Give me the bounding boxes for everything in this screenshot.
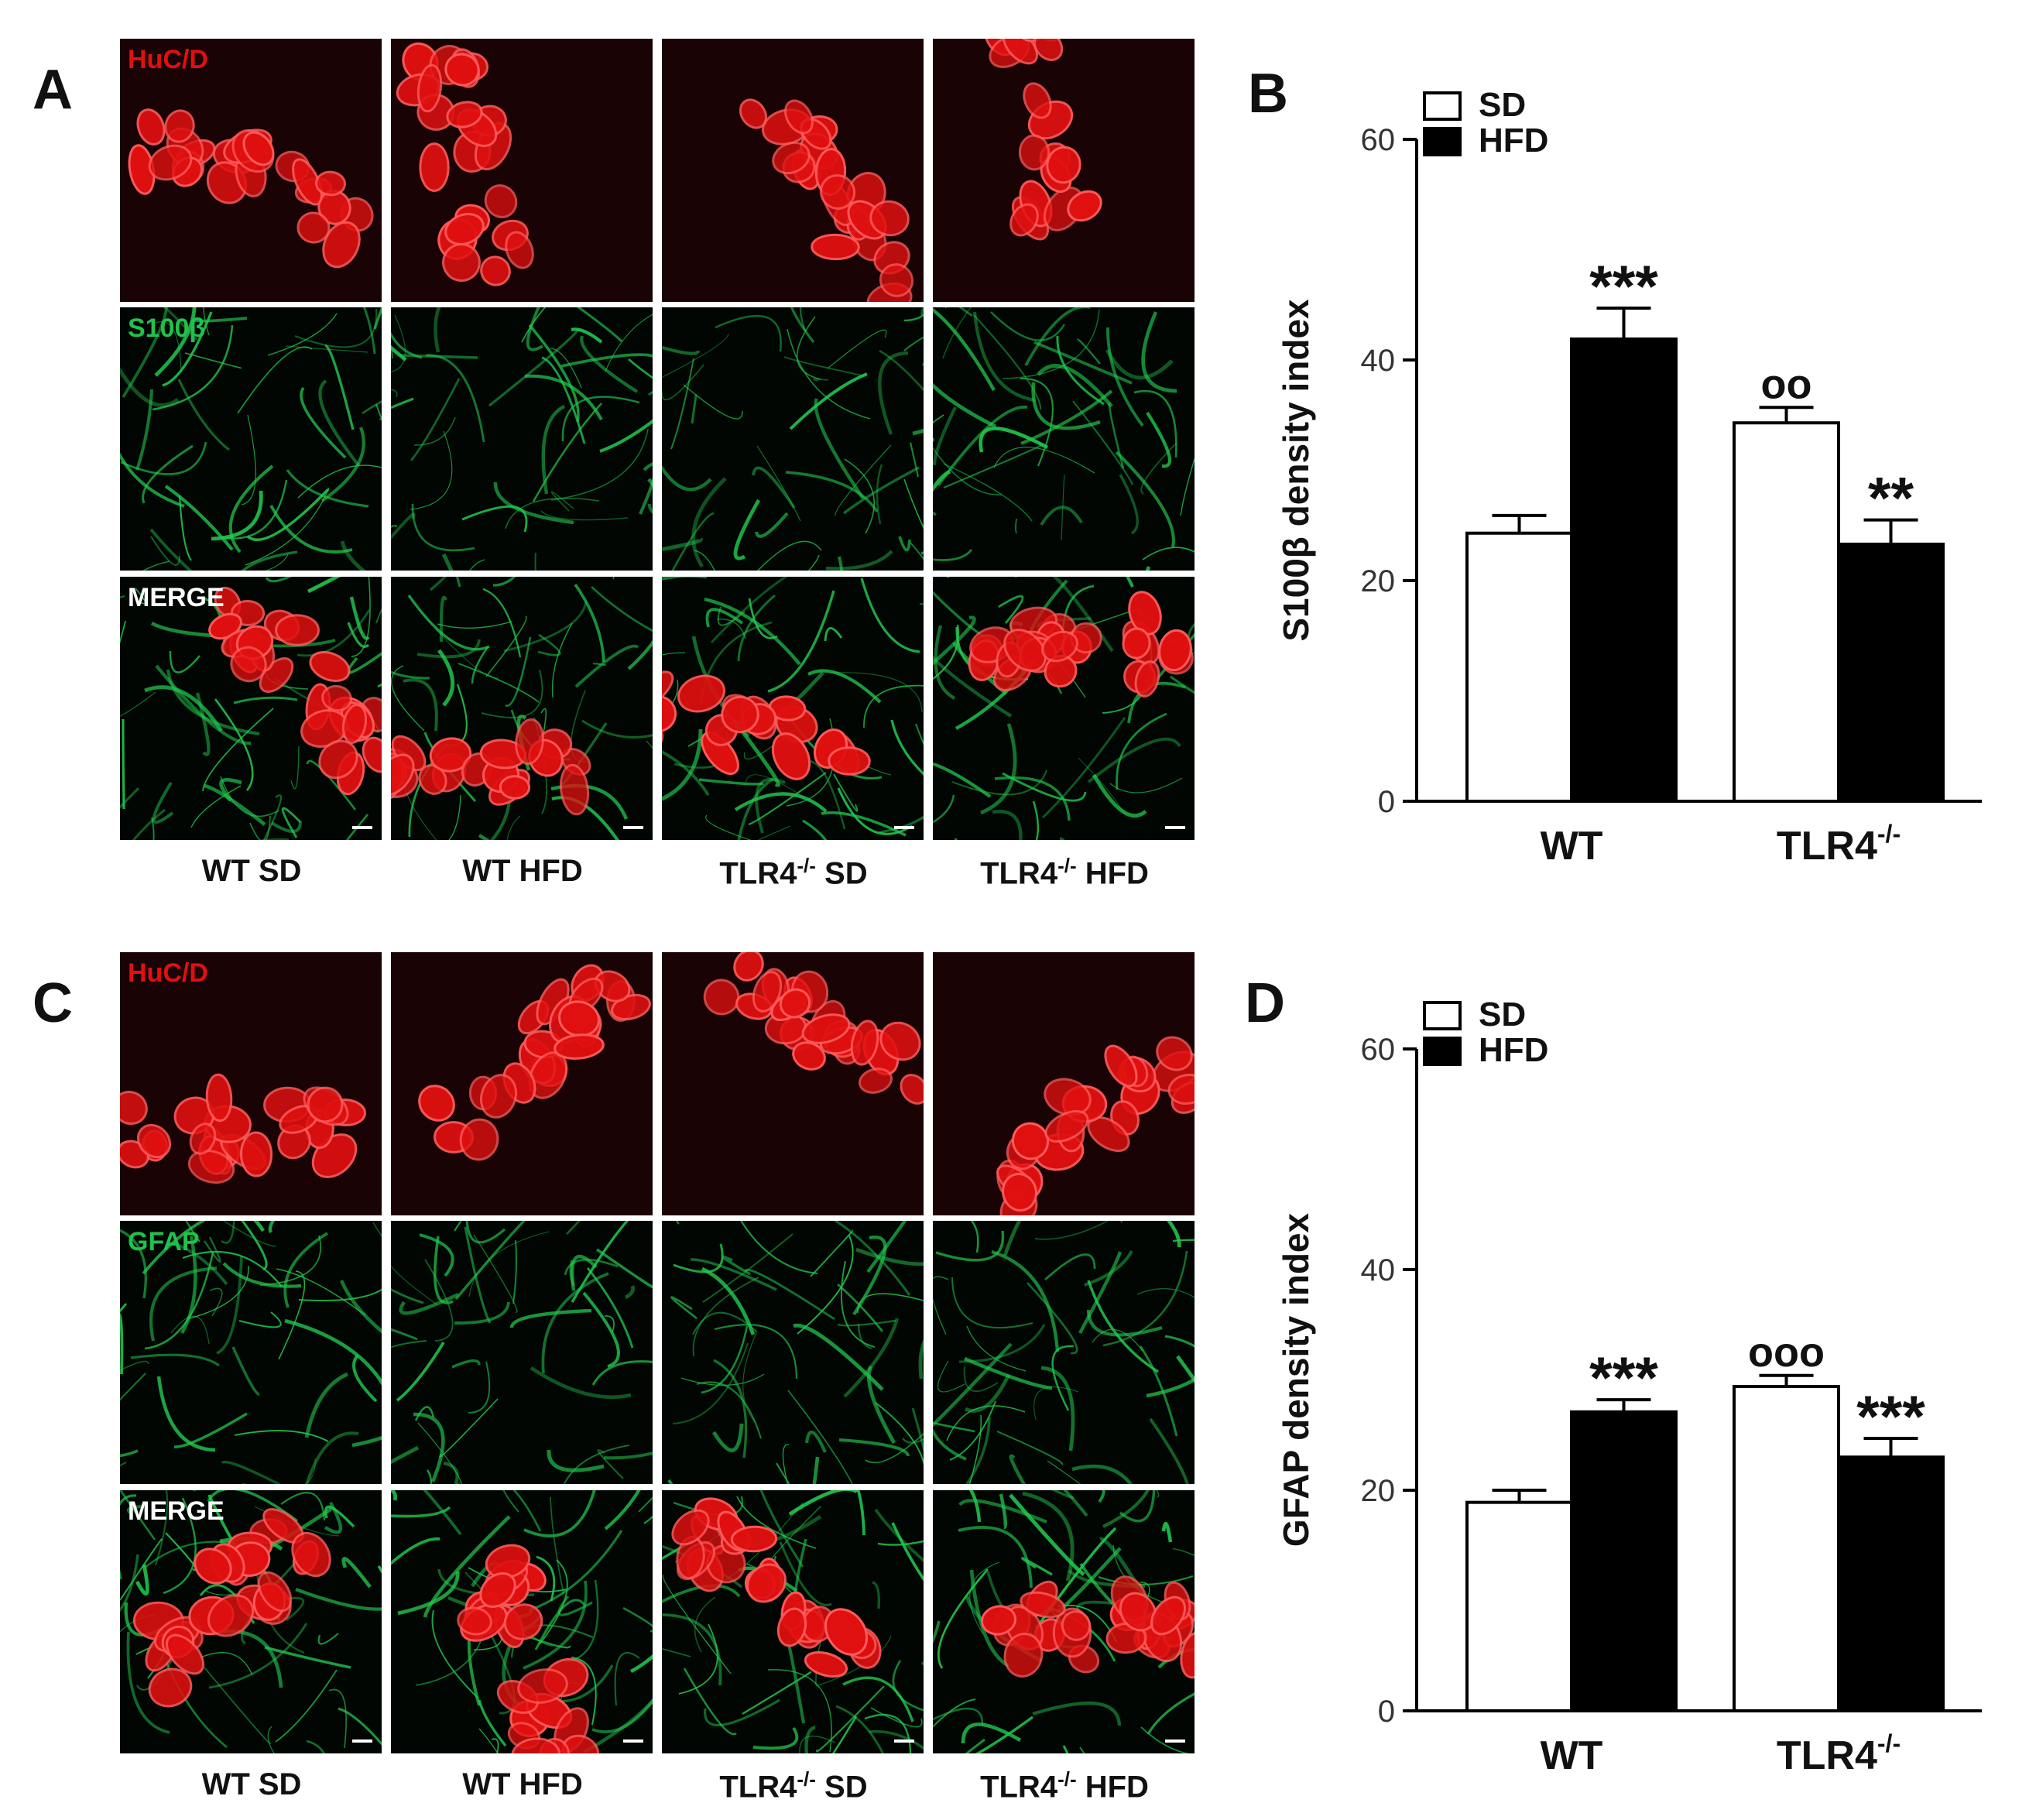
y-tick-label: 40: [1361, 1253, 1396, 1287]
scale-bar: [894, 1739, 914, 1743]
micrograph-green-2: [662, 307, 924, 571]
x-tick-label: TLR4-/-: [1777, 1729, 1901, 1778]
column-label-tlr4-hfd-c: TLR4-/- HFD: [980, 1767, 1149, 1805]
panel-letter-c: C: [33, 972, 73, 1034]
micrograph-green-0: S100β: [120, 307, 382, 571]
channel-label: HuC/D: [128, 45, 208, 74]
x-tick-label: WT: [1541, 824, 1603, 869]
column-label-wt-hfd-c: WT HFD: [462, 1767, 583, 1801]
scale-bar: [1165, 1739, 1185, 1743]
significance-annotation: **: [1868, 466, 1914, 532]
legend-label-SD: SD: [1479, 996, 1526, 1033]
channel-label: S100β: [128, 314, 206, 343]
column-label-wt-hfd: WT HFD: [462, 854, 583, 888]
legend-swatch-HFD: [1423, 127, 1462, 156]
y-tick-label: 0: [1378, 1695, 1395, 1729]
bar-chart-b: 0 20 40 60 S100β density index WT TLR4-/- *** oo…: [1276, 86, 1982, 869]
significance-annotation: ***: [1856, 1384, 1925, 1450]
legend-label-HFD: HFD: [1479, 122, 1548, 159]
legend-label-HFD: HFD: [1479, 1031, 1548, 1069]
bar-SD-1: [1733, 1385, 1840, 1712]
bar-SD-0: [1465, 531, 1573, 803]
micrograph-merge-1: [391, 577, 653, 840]
significance-annotation: ooo: [1748, 1329, 1825, 1376]
micrograph-merge-0: MERGE: [120, 577, 382, 840]
scale-bar: [352, 826, 372, 829]
column-label-tlr4-hfd: TLR4-/- HFD: [980, 854, 1149, 891]
bar-HFD-1: [1837, 1455, 1945, 1712]
y-tick-label: 60: [1361, 1033, 1396, 1067]
micrograph-red-3: [933, 952, 1195, 1215]
bar-SD-0: [1465, 1500, 1573, 1712]
column-label-wt-sd: WT SD: [201, 854, 302, 888]
significance-annotation: ***: [1589, 254, 1658, 320]
micrograph-green-3: [933, 307, 1195, 571]
scale-bar: [894, 826, 914, 829]
micrograph-red-2: [662, 39, 924, 302]
micrograph-merge-2: [662, 577, 924, 840]
panel-letter-a: A: [33, 59, 73, 121]
y-tick-label: 0: [1378, 785, 1395, 819]
x-tick-label: TLR4-/-: [1777, 820, 1901, 869]
micrograph-red-2: [662, 952, 924, 1215]
y-tick-label: 40: [1361, 344, 1396, 378]
y-axis-title: S100β density index: [1276, 299, 1316, 642]
micrograph-red-0: HuC/D: [120, 952, 382, 1215]
micrograph-red-1: [391, 39, 653, 302]
channel-label: HuC/D: [128, 958, 208, 988]
x-tick-label: WT: [1541, 1733, 1603, 1778]
scale-bar: [623, 1739, 643, 1743]
micrograph-merge-3: [933, 577, 1195, 840]
column-label-wt-sd-c: WT SD: [201, 1767, 302, 1801]
y-tick-label: 20: [1361, 564, 1396, 598]
micrograph-green-1: [391, 307, 653, 571]
bar-chart-d: 0 20 40 60 GFAP density index WT TLR4-/- *** ooo…: [1276, 996, 1982, 1778]
micrograph-red-3: [933, 39, 1195, 302]
bar-HFD-0: [1570, 337, 1678, 803]
micrograph-merge-3: [933, 1490, 1195, 1753]
micrograph-green-0: GFAP: [120, 1221, 382, 1484]
channel-label: GFAP: [128, 1227, 200, 1256]
y-tick-label: 60: [1361, 123, 1396, 157]
legend-label-SD: SD: [1479, 86, 1526, 124]
legend-swatch-SD: [1423, 1001, 1462, 1030]
micrograph-green-3: [933, 1221, 1195, 1484]
micrograph-green-1: [391, 1221, 653, 1484]
panel-letter-b: B: [1248, 63, 1288, 125]
significance-annotation: oo: [1761, 361, 1812, 407]
channel-label: MERGE: [128, 1496, 225, 1526]
significance-annotation: ***: [1589, 1345, 1658, 1411]
micrograph-merge-2: [662, 1490, 924, 1753]
column-label-tlr4-sd-c: TLR4-/- SD: [719, 1767, 868, 1805]
y-axis-title: GFAP density index: [1276, 1213, 1316, 1548]
column-label-tlr4-sd: TLR4-/- SD: [719, 854, 868, 891]
channel-label: MERGE: [128, 583, 225, 612]
legend-swatch-SD: [1423, 91, 1462, 121]
micrograph-green-2: [662, 1221, 924, 1484]
scale-bar: [623, 826, 643, 829]
scale-bar: [1165, 826, 1185, 829]
panel-letter-d: D: [1245, 972, 1285, 1034]
micrograph-merge-1: [391, 1490, 653, 1753]
scale-bar: [352, 1739, 372, 1743]
micrograph-red-1: [391, 952, 653, 1215]
bar-HFD-0: [1570, 1410, 1678, 1712]
micrograph-merge-0: MERGE: [120, 1490, 382, 1753]
micrograph-red-0: HuC/D: [120, 39, 382, 302]
bar-SD-1: [1733, 421, 1840, 803]
bar-HFD-1: [1837, 542, 1945, 803]
legend-swatch-HFD: [1423, 1037, 1462, 1066]
y-tick-label: 20: [1361, 1474, 1396, 1508]
